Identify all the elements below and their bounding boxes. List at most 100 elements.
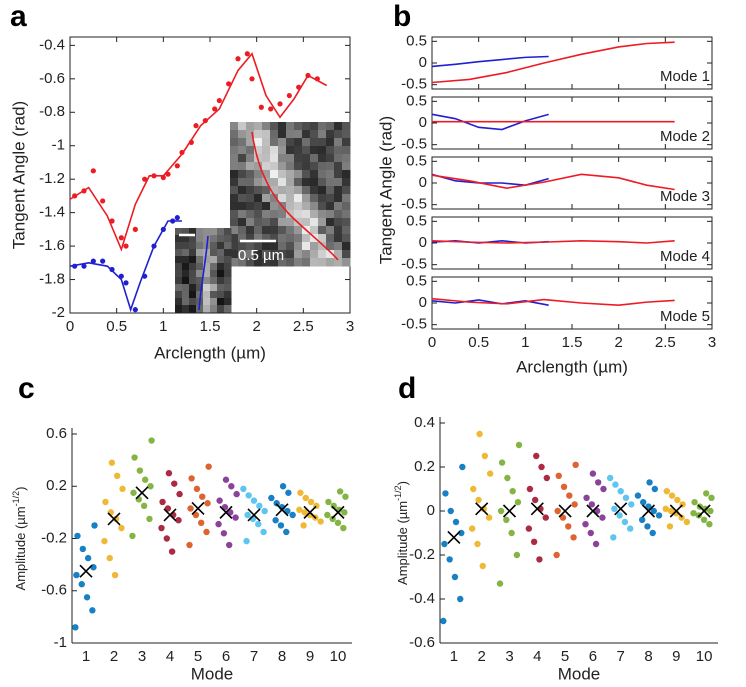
inset-pixel <box>224 270 232 278</box>
data-point <box>130 489 137 496</box>
data-point <box>691 499 698 506</box>
data-point <box>525 525 533 532</box>
data-point <box>300 522 307 529</box>
data-point <box>342 493 349 500</box>
inset-pixel <box>175 228 183 236</box>
inset-pixel <box>262 170 271 179</box>
data-point <box>468 525 476 532</box>
inset-pixel <box>224 305 232 313</box>
y-axis-label: Amplitude (µm-1/2) <box>393 481 410 585</box>
inset-pixel <box>238 178 247 187</box>
data-point <box>243 537 250 545</box>
inset-pixel <box>342 186 351 195</box>
data-point <box>496 580 504 587</box>
inset-pixel <box>302 122 311 131</box>
data-point <box>470 485 477 493</box>
inset-pixel <box>310 218 319 227</box>
x-tick-label: 4 <box>533 648 541 665</box>
panel-label: b <box>393 0 411 33</box>
inset-pixel <box>286 122 295 131</box>
data-point <box>256 502 263 510</box>
inset-pixel <box>318 178 327 187</box>
inset-pixel <box>318 154 327 163</box>
inset-pixel <box>230 250 239 259</box>
data-point <box>146 515 153 523</box>
data-point <box>514 499 522 506</box>
data-point <box>81 263 87 269</box>
inset-pixel <box>238 210 247 219</box>
x-tick-label: 3 <box>138 648 146 665</box>
inset-pixel <box>175 291 183 299</box>
inset-pixel <box>270 242 279 251</box>
x-tick-label: 7 <box>250 648 258 665</box>
inset-pixel <box>342 250 351 259</box>
data-point <box>690 510 697 517</box>
inset-pixel <box>326 130 335 139</box>
data-point <box>165 469 173 477</box>
inset-pixel <box>342 226 351 235</box>
inset-pixel <box>238 146 247 155</box>
inset-pixel <box>334 186 343 195</box>
inset-pixel <box>182 305 190 313</box>
inset-pixel <box>270 210 279 219</box>
mean-marker <box>219 505 233 519</box>
data-point <box>452 518 460 526</box>
data-point <box>627 525 634 532</box>
inset-pixel <box>270 194 279 203</box>
data-point <box>140 502 148 510</box>
inset-pixel <box>182 235 190 243</box>
data-point <box>164 505 172 512</box>
data-point <box>317 518 324 525</box>
inset-pixel <box>278 234 287 243</box>
inset-pixel <box>334 234 343 243</box>
inset-pixel <box>334 122 343 131</box>
inset-pixel <box>286 130 295 139</box>
inset-pixel <box>210 228 218 236</box>
inset-pixel <box>224 228 232 236</box>
inset-pixel <box>342 170 351 179</box>
inset-pixel <box>230 122 239 131</box>
inset-pixel <box>230 194 239 203</box>
inset-pixel <box>238 226 247 235</box>
mean-marker <box>447 530 461 544</box>
data-point <box>245 492 252 499</box>
data-point <box>650 507 657 515</box>
inset-pixel <box>286 186 295 195</box>
data-point <box>646 479 653 486</box>
data-point <box>111 571 119 579</box>
line <box>431 297 675 306</box>
data-point <box>285 489 292 496</box>
inset-pixel <box>210 256 218 264</box>
inset-pixel <box>278 154 287 163</box>
x-tick-label: 10 <box>696 648 713 665</box>
inset-pixel <box>210 298 218 306</box>
inset-pixel <box>230 146 239 155</box>
data-point <box>272 517 279 524</box>
data-point <box>655 512 663 519</box>
inset-pixel <box>238 218 247 227</box>
y-tick-label: 0.2 <box>414 458 435 475</box>
data-point <box>617 488 624 495</box>
y-tick-label: 0 <box>419 234 427 251</box>
x-tick-label: 1.5 <box>562 334 583 351</box>
data-point <box>192 511 200 519</box>
data-point <box>503 516 510 523</box>
line <box>431 55 549 68</box>
data-point <box>565 523 572 530</box>
inset-pixel <box>203 305 211 313</box>
data-point <box>277 522 285 529</box>
data-point <box>100 198 106 204</box>
inset-pixel <box>262 226 271 235</box>
inset-pixel <box>310 258 319 267</box>
inset-pixel <box>334 258 343 267</box>
inset-pixel <box>238 258 247 267</box>
y-tick-label: -1.2 <box>39 170 65 187</box>
data-point <box>708 494 715 501</box>
inset-pixel <box>262 218 271 227</box>
inset-pixel <box>189 298 197 306</box>
inset-pixel <box>342 242 351 251</box>
y-tick-label: 0.4 <box>414 414 435 431</box>
data-point <box>538 463 545 471</box>
mean-marker <box>275 503 289 517</box>
inset-pixel <box>203 270 211 278</box>
